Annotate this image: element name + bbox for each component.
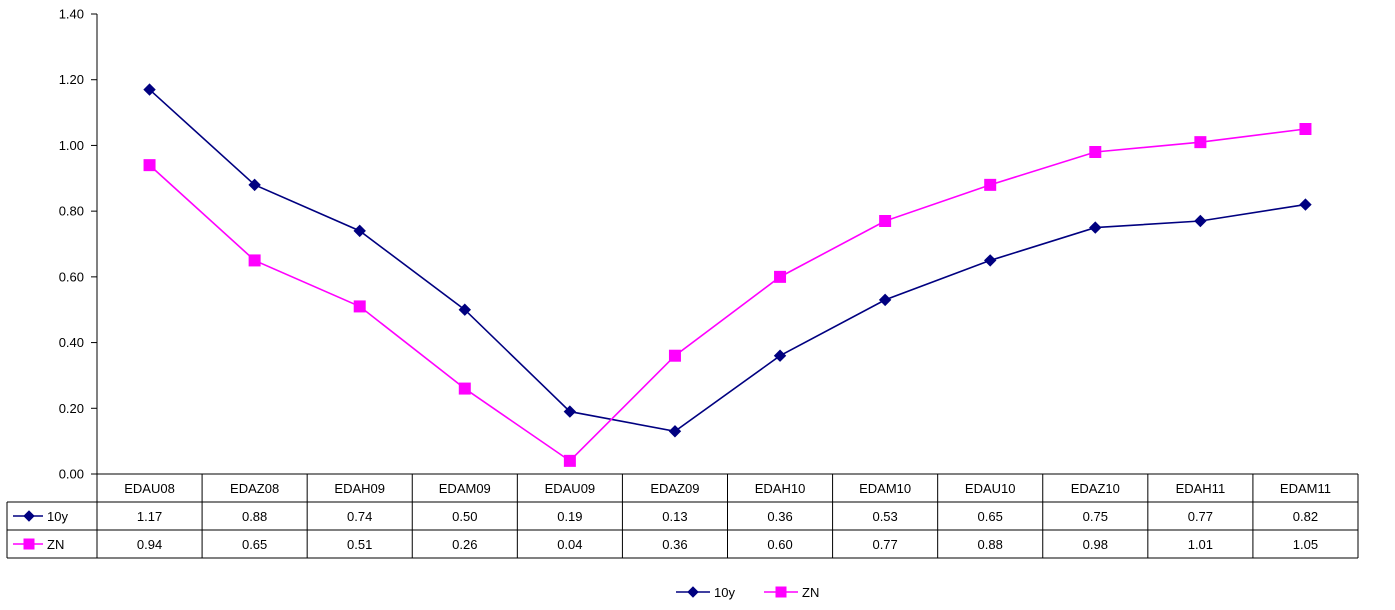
data-point-10y [248,178,261,192]
y-tick-label: 1.20 [59,72,84,87]
data-point-10y [353,224,366,238]
table-series-name: ZN [47,537,64,552]
x-category-label: EDAZ09 [650,481,699,496]
legend-marker-ZN [775,586,787,598]
legend-marker-10y [687,586,699,598]
data-point-ZN [248,254,261,267]
x-category-label: EDAU10 [965,481,1016,496]
data-point-ZN [563,454,576,467]
table-cell-value: 0.36 [662,537,687,552]
data-point-ZN [353,300,366,313]
data-point-10y [458,303,471,316]
data-point-10y [563,405,577,418]
table-cell-value: 0.65 [242,537,267,552]
table-cell-value: 0.77 [1188,509,1213,524]
table-cell-value: 0.26 [452,537,477,552]
x-category-label: EDAH09 [334,481,385,496]
legend: 10y ZN [676,585,819,600]
table-legend-marker-ZN [23,538,35,550]
x-category-label: EDAM09 [439,481,491,496]
table-cell-value: 0.94 [137,537,162,552]
y-tick-label: 1.40 [59,7,84,22]
table-cell-value: 1.01 [1188,537,1213,552]
data-point-ZN [774,270,787,283]
x-category-label: EDAZ08 [230,481,279,496]
table-cell-value: 0.19 [557,509,582,524]
legend-label: ZN [802,585,819,600]
y-tick-label: 0.00 [59,467,84,482]
table-cell-value: 0.65 [978,509,1003,524]
table-series-name: 10y [47,509,68,524]
table-cell-value: 1.17 [137,509,162,524]
table-legend-marker-10y [23,510,35,522]
data-point-10y [1299,198,1312,211]
x-category-label: EDAZ10 [1071,481,1120,496]
data-point-ZN [143,159,156,172]
legend-label: 10y [714,585,735,600]
x-category-label: EDAH10 [755,481,806,496]
data-point-10y [1089,221,1102,234]
data-point-10y [984,254,997,267]
data-point-10y [143,83,156,96]
series-line-ZN [149,128,1306,462]
table-cell-value: 0.13 [662,509,687,524]
y-tick-label: 0.60 [59,269,84,284]
table-cell-value: 0.82 [1293,509,1318,524]
y-tick-label: 0.20 [59,401,84,416]
data-point-ZN [458,382,471,395]
x-category-label: EDAH11 [1176,481,1226,496]
data-point-10y [773,349,787,362]
y-tick-label: 0.40 [59,335,84,350]
table-cell-value: 1.05 [1293,537,1318,552]
data-point-10y [1194,214,1207,228]
table-cell-value: 0.77 [872,537,897,552]
y-tick-label: 0.80 [59,204,84,219]
data-point-ZN [1299,123,1312,135]
data-point-ZN [1089,146,1102,158]
table-cell-value: 0.50 [452,509,477,524]
data-point-ZN [1194,136,1207,149]
data-point-ZN [668,349,681,362]
table-cell-value: 0.88 [978,537,1003,552]
y-axis: 0.00 0.20 0.40 0.60 0.80 1.00 1.20 1.40 [59,7,98,482]
data-point-ZN [879,215,892,227]
table-cell-value: 0.98 [1083,537,1108,552]
x-category-label: EDAU09 [545,481,596,496]
data-point-10y [668,425,682,438]
data-table: EDAU08 EDAZ08 EDAH09 EDAM09 EDAU09 EDAZ09 EDAH… [6,473,1359,559]
x-category-label: EDAM10 [859,481,911,496]
x-category-label: EDAM11 [1280,481,1331,496]
table-cell-value: 0.75 [1083,509,1108,524]
table-cell-value: 0.36 [767,509,792,524]
series-line-10y [149,88,1306,433]
table-cell-value: 0.53 [872,509,897,524]
x-category-label: EDAU08 [124,481,175,496]
table-cell-value: 0.88 [242,509,267,524]
table-cell-value: 0.51 [347,537,372,552]
table-cell-value: 0.74 [347,509,372,524]
series-layer [143,83,1312,467]
data-point-ZN [984,178,997,191]
table-cell-value: 0.60 [767,537,792,552]
data-point-10y [878,293,892,307]
table-cell-value: 0.04 [557,537,582,552]
y-tick-label: 1.00 [59,138,84,153]
